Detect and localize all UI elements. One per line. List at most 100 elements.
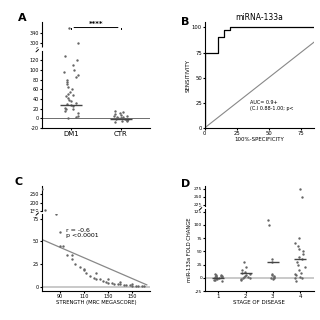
Point <box>218 274 223 279</box>
Point <box>64 113 69 118</box>
Point <box>214 274 220 279</box>
Point <box>67 97 72 102</box>
Point <box>63 94 68 99</box>
Point <box>300 259 305 264</box>
Text: A: A <box>18 13 26 23</box>
Point <box>294 273 299 278</box>
Title: miRNA-133a: miRNA-133a <box>235 12 283 22</box>
Point <box>271 273 276 278</box>
Point <box>219 278 224 283</box>
Point <box>302 265 307 270</box>
Point <box>293 278 299 283</box>
Point <box>113 112 118 117</box>
Point <box>272 272 277 277</box>
Point <box>213 272 218 277</box>
Point <box>300 258 305 263</box>
Point <box>113 116 118 121</box>
Point <box>61 70 67 75</box>
Text: D: D <box>181 179 190 188</box>
Point <box>140 283 145 288</box>
Point <box>244 265 249 270</box>
Point <box>241 264 246 269</box>
Point <box>62 53 67 58</box>
Point <box>76 111 81 116</box>
Point <box>213 275 218 280</box>
Point <box>245 274 251 279</box>
Point <box>269 264 274 269</box>
Point <box>248 276 253 281</box>
Point <box>238 274 244 279</box>
Point <box>64 252 69 258</box>
Point <box>240 269 245 274</box>
Point <box>219 275 224 280</box>
Point <box>127 282 132 287</box>
Point <box>76 40 81 45</box>
Point <box>62 105 67 110</box>
Point <box>101 234 106 239</box>
Point <box>272 276 277 281</box>
Point <box>112 114 117 119</box>
Point <box>70 104 75 109</box>
Point <box>124 119 130 124</box>
Point <box>76 116 81 121</box>
Point <box>124 282 129 287</box>
Point <box>271 274 276 279</box>
Point <box>62 108 68 114</box>
Point <box>103 234 108 239</box>
Point <box>74 58 79 63</box>
Point <box>140 235 145 240</box>
Point <box>241 260 246 265</box>
Point <box>68 108 73 114</box>
Point <box>242 273 247 278</box>
Point <box>296 266 301 271</box>
Point <box>130 235 135 240</box>
Point <box>269 271 275 276</box>
Point <box>112 119 117 124</box>
Point <box>64 229 69 234</box>
Point <box>81 231 86 236</box>
Point <box>243 272 248 277</box>
Point <box>266 239 271 244</box>
Point <box>269 262 275 268</box>
Point <box>76 72 81 77</box>
Point <box>293 273 298 278</box>
Point <box>269 260 274 265</box>
Point <box>64 77 69 82</box>
Point <box>214 273 219 278</box>
Point <box>87 233 92 238</box>
Point <box>70 92 76 98</box>
Point <box>120 119 125 124</box>
Point <box>119 116 124 121</box>
Point <box>114 116 119 121</box>
Point <box>118 281 123 286</box>
Point <box>248 273 253 278</box>
X-axis label: STAGE OF DISEASE: STAGE OF DISEASE <box>233 300 285 305</box>
Point <box>76 113 81 118</box>
Point <box>112 234 117 239</box>
Point <box>243 272 248 277</box>
Point <box>66 107 71 112</box>
Point <box>240 273 245 278</box>
Point <box>64 43 69 48</box>
Point <box>266 222 271 228</box>
Point <box>106 280 111 285</box>
Point <box>238 276 244 282</box>
Point <box>213 274 219 279</box>
Point <box>73 261 78 267</box>
Point <box>219 273 224 278</box>
Point <box>297 186 302 191</box>
Text: AUC= 0.9+
(C.I 0.88-1.00; p<: AUC= 0.9+ (C.I 0.88-1.00; p< <box>250 100 293 111</box>
Point <box>212 271 218 276</box>
Point <box>118 234 123 239</box>
Point <box>66 105 71 110</box>
Point <box>116 117 121 123</box>
Point <box>73 230 78 236</box>
Point <box>130 281 135 286</box>
Point <box>299 262 304 268</box>
Point <box>296 236 301 241</box>
Point <box>271 276 276 282</box>
Point <box>300 249 305 254</box>
Point <box>297 274 302 279</box>
Point <box>91 233 96 238</box>
Point <box>296 250 301 255</box>
